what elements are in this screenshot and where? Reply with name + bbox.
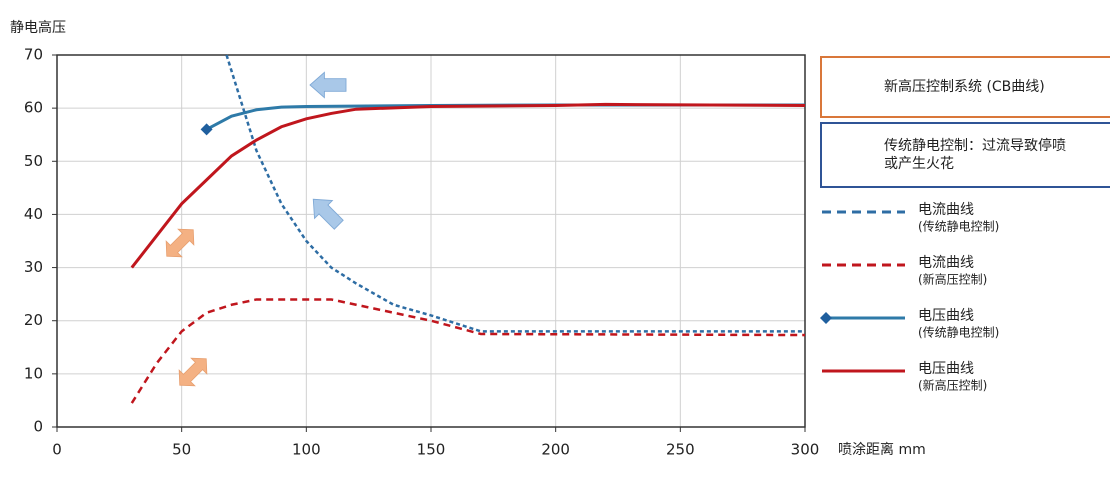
y-tick-label: 50 <box>24 152 43 170</box>
legend-label: 电压曲线 <box>918 361 974 377</box>
data-line <box>130 298 806 404</box>
legend-sublabel: (传统静电控制) <box>918 219 999 234</box>
x-tick-label: 50 <box>172 441 191 459</box>
x-tick-label: 200 <box>541 441 570 459</box>
x-tick-label: 100 <box>292 441 321 459</box>
arrow <box>178 357 208 387</box>
legend-sublabel: (传统静电控制) <box>918 325 999 340</box>
legend-sublabel: (新高压控制) <box>918 272 987 287</box>
arrow <box>309 71 347 99</box>
x-tick-label: 250 <box>666 441 695 459</box>
legend-label: 电流曲线 <box>918 255 974 271</box>
legend-label: 电流曲线 <box>918 202 974 218</box>
data-line <box>130 102 806 269</box>
arrow <box>165 228 195 258</box>
y-tick-label: 30 <box>24 258 43 276</box>
x-axis-title: 喷涂距离 mm <box>838 441 926 458</box>
arrow <box>312 198 344 230</box>
legend-marker <box>820 312 832 324</box>
legend-label: 电压曲线 <box>918 308 974 324</box>
y-tick-label: 0 <box>33 418 43 436</box>
x-tick-label: 300 <box>791 441 820 459</box>
legend-box-text: 传统静电控制：过流导致停喷或产生火花 <box>884 138 1066 172</box>
x-tick-label: 150 <box>417 441 446 459</box>
legend-box-text: 新高压控制系统 (CB曲线) <box>884 79 1045 95</box>
y-axis-title: 静电高压 <box>10 19 66 36</box>
plot-border <box>56 54 806 428</box>
y-tick-label: 20 <box>24 311 43 329</box>
y-tick-label: 60 <box>24 99 43 117</box>
point-marker <box>200 123 213 136</box>
y-tick-label: 70 <box>24 46 43 64</box>
x-tick-label: 0 <box>52 441 62 459</box>
y-tick-label: 10 <box>24 364 43 382</box>
y-tick-label: 40 <box>24 205 43 223</box>
legend-sublabel: (新高压控制) <box>918 378 987 393</box>
legend-box: 传统静电控制：过流导致停喷或产生火花 <box>820 122 1110 188</box>
legend-box: 新高压控制系统 (CB曲线) <box>820 56 1110 118</box>
data-line <box>225 54 805 333</box>
